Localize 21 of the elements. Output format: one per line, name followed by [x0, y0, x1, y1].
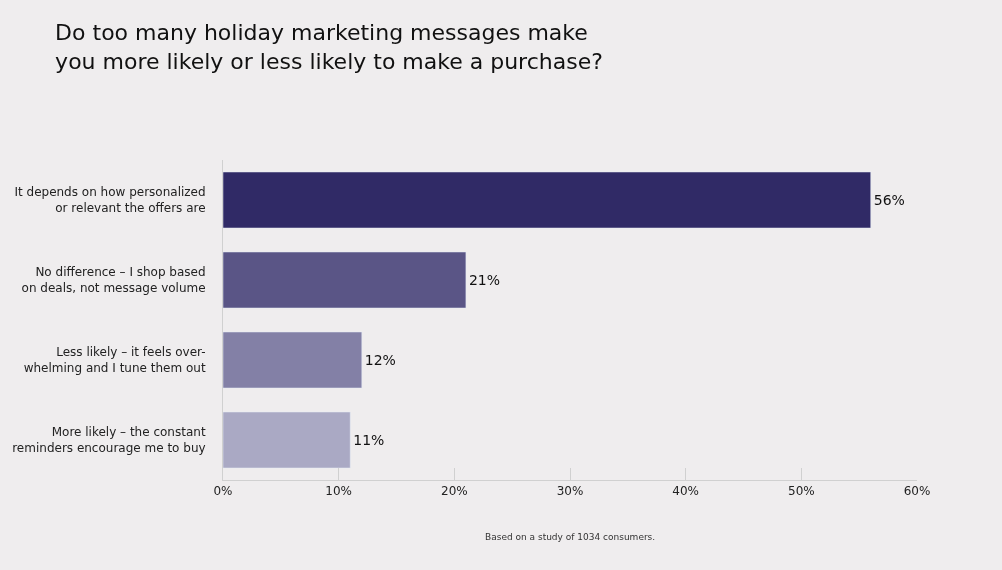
y-tick-label: It depends on how personalized or relevant the offers are [14, 185, 206, 215]
text: Based on a study of 1034 consumers. [485, 532, 656, 542]
x-tick-label: 0% [213, 484, 233, 499]
x-tick-label: 30% [556, 484, 584, 499]
x-tick-label: 40% [672, 484, 700, 499]
bar [223, 171, 871, 229]
data-label: 21% [468, 272, 501, 288]
data-label: 56% [873, 192, 905, 208]
bar [223, 411, 351, 469]
data-label: 12% [364, 352, 396, 368]
y-tick-label: More likely – the constant reminders encourage me to buy [12, 425, 206, 455]
bar [223, 251, 467, 309]
x-tick-label: 20% [440, 484, 468, 499]
chart-title: Do too many holiday marketing messages make you more likely or less likely to make a purchase? [55, 19, 603, 74]
y-tick-label: Less likely – it feels over- whelming and I tune them out [23, 345, 206, 375]
x-tick-label: 10% [325, 484, 353, 499]
x-tick-label: 50% [787, 484, 815, 499]
bar [223, 331, 363, 389]
x-tick-label: 60% [903, 484, 931, 499]
y-tick-label: No difference – I shop based on deals, not message volume [21, 265, 206, 295]
data-label: 11% [353, 432, 385, 448]
